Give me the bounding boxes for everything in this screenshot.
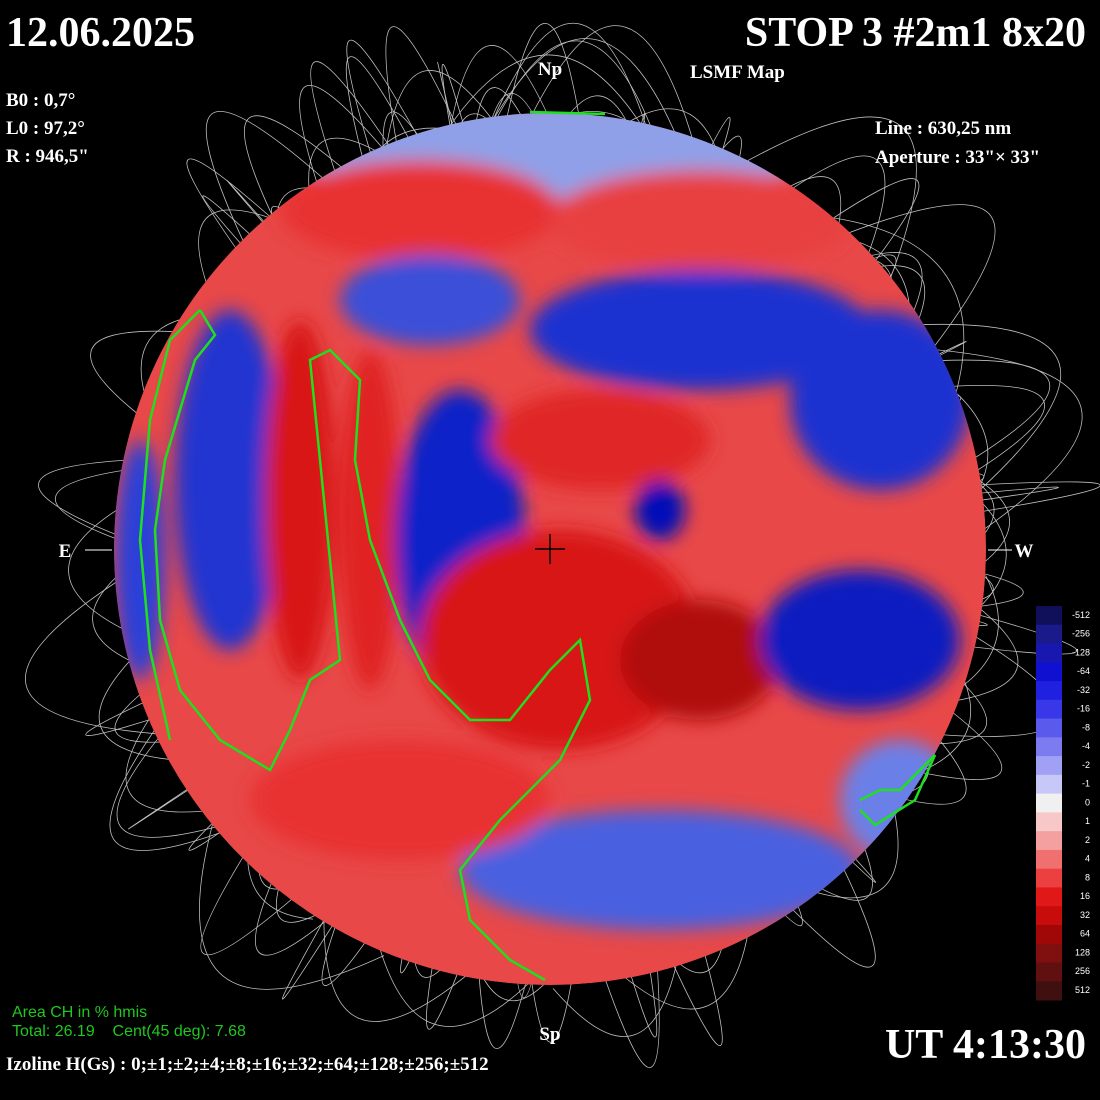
colorbar-segment [1036, 662, 1062, 682]
isolines: Izoline H(Gs) : 0;±1;±2;±4;±8;±16;±32;±6… [6, 1054, 489, 1075]
field-line [475, 22, 660, 169]
colorbar-segment [1036, 643, 1062, 663]
colorbar-segment [1036, 699, 1062, 720]
field-line [826, 204, 996, 372]
colorbar: -512 -256 -128 -64 -32 -16 -8 -4 -2 -1 0 1 2 4 8 16 32 64… [1036, 606, 1090, 1001]
field-line [202, 195, 267, 269]
west: W [1015, 541, 1034, 562]
l0: L0 : 97,2° [6, 118, 85, 139]
colorbar-segment [1036, 718, 1062, 738]
aperture: Aperture : 33"× 33" [875, 147, 1040, 168]
field-line [436, 54, 668, 172]
field-line [924, 348, 1083, 537]
colorbar-segment [1036, 606, 1062, 626]
east: E [59, 541, 72, 562]
colorbar-label: -8 [1082, 722, 1090, 732]
title: STOP 3 #2m1 8x20 [745, 10, 1086, 56]
field-line [385, 26, 460, 197]
colorbar-label: 128 [1075, 947, 1090, 957]
colorbar-segment [1036, 774, 1062, 795]
colorbar-label: -256 [1072, 629, 1090, 639]
field-line [199, 768, 385, 990]
colorbar-label: 8 [1085, 872, 1090, 882]
field-line [55, 465, 154, 550]
b0: B0 : 0,7° [6, 90, 75, 111]
colorbar-segment [1036, 737, 1062, 757]
field-line [205, 111, 365, 251]
radius: R : 946,5" [6, 146, 89, 167]
colorbar-segment [1036, 868, 1062, 888]
colorbar-label: 32 [1080, 910, 1090, 920]
colorbar-label: -4 [1082, 741, 1090, 751]
field-line [917, 481, 1100, 523]
coronal-hole-contours [138, 110, 937, 982]
colorbar-label: -32 [1077, 685, 1090, 695]
field-line [310, 61, 396, 203]
field-line [829, 216, 965, 437]
center-cross [535, 534, 565, 564]
colorbar-segment [1036, 624, 1062, 645]
colorbar-label: -16 [1077, 704, 1090, 714]
colorbar-label: -1 [1082, 779, 1090, 789]
field-line [116, 696, 273, 838]
colorbar-segment [1036, 906, 1062, 926]
field-line [200, 796, 351, 956]
colorbar-segment [1036, 943, 1062, 963]
field-line [738, 116, 917, 322]
colorbar-label: 512 [1075, 985, 1090, 995]
colorbar-label: 4 [1085, 854, 1090, 864]
date: 12.06.2025 [6, 10, 195, 56]
colorbar-label: 64 [1080, 929, 1090, 939]
colorbar-segment [1036, 887, 1062, 907]
colorbar-label: -64 [1077, 666, 1090, 676]
field-line [345, 56, 432, 182]
colorbar-segment [1036, 962, 1062, 982]
colorbar-label: 256 [1075, 966, 1090, 976]
field-line [466, 40, 673, 187]
colorbar-segment [1036, 793, 1062, 813]
colorbar-label: 0 [1085, 797, 1090, 807]
field-line [926, 609, 1077, 655]
colorbar-label: -512 [1072, 610, 1090, 620]
field-line [25, 561, 185, 737]
colorbar-label: -2 [1082, 760, 1090, 770]
colorbar-label: 2 [1085, 835, 1090, 845]
ut-time: UT 4:13:30 [885, 1022, 1086, 1068]
colorbar-label: -128 [1072, 647, 1090, 657]
colorbar-label: 1 [1085, 816, 1090, 826]
colorbar-segment [1036, 756, 1062, 776]
colorbar-segment [1036, 849, 1062, 870]
colorbar-label: 16 [1080, 891, 1090, 901]
ch-title: Area CH in % hmis [12, 1004, 147, 1021]
colorbar-segment [1036, 812, 1062, 832]
colorbar-segment [1036, 924, 1062, 945]
north: Np [538, 59, 562, 80]
ch-stats: Total: 26.19 Cent(45 deg): 7.68 [12, 1023, 246, 1040]
colorbar-segment [1036, 681, 1062, 701]
colorbar-segment [1036, 981, 1062, 1001]
colorbar-segment [1036, 831, 1062, 851]
south: Sp [539, 1024, 560, 1045]
line: Line : 630,25 nm [875, 118, 1011, 139]
field-line [842, 323, 1061, 505]
subtitle: LSMF Map [690, 62, 785, 83]
